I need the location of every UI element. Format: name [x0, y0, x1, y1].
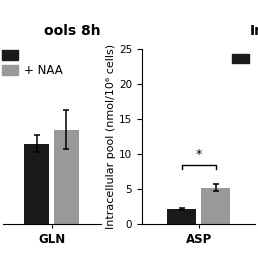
- Y-axis label: Intracellular pool (nmol/10⁶ cells): Intracellular pool (nmol/10⁶ cells): [106, 44, 116, 229]
- Legend: : [228, 48, 258, 70]
- Bar: [54, 130, 79, 224]
- Bar: [25, 144, 49, 224]
- Text: In: In: [249, 25, 258, 38]
- Text: *: *: [196, 148, 202, 161]
- Bar: [167, 209, 196, 224]
- Bar: [201, 188, 230, 224]
- Legend: , + NAA: , + NAA: [1, 48, 64, 79]
- Text: ools 8h: ools 8h: [44, 25, 101, 38]
